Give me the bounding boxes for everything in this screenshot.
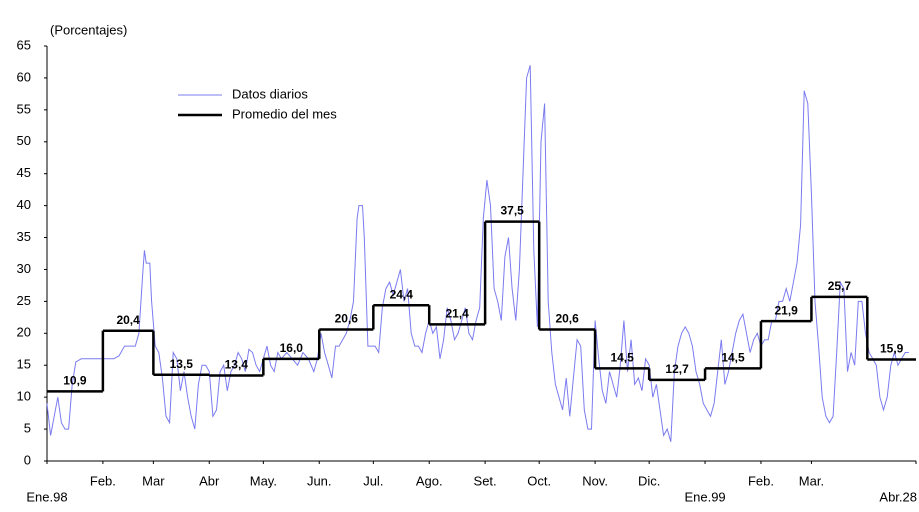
value-label: 14,5 bbox=[610, 351, 634, 365]
value-label: 20,6 bbox=[335, 312, 359, 326]
x-tick-label: Feb. bbox=[90, 473, 116, 488]
y-tick-label: 50 bbox=[17, 133, 31, 148]
y-tick-label: 55 bbox=[17, 101, 31, 116]
x-tick-label: Abr.28 bbox=[879, 489, 917, 504]
daily-line bbox=[46, 65, 909, 442]
y-tick-label: 45 bbox=[17, 165, 31, 180]
y-tick-label: 60 bbox=[17, 69, 31, 84]
x-tick-label: Feb. bbox=[748, 473, 774, 488]
value-label: 37,5 bbox=[500, 204, 524, 218]
value-label: 25,7 bbox=[828, 279, 852, 293]
value-label: 10,9 bbox=[63, 374, 87, 388]
x-tick-label: Ene.98 bbox=[26, 489, 67, 504]
y-tick-label: 65 bbox=[17, 37, 31, 52]
legend-label: Datos diarios bbox=[232, 86, 308, 101]
legend-label: Promedio del mes bbox=[232, 106, 337, 121]
x-tick-label: Jul. bbox=[363, 473, 383, 488]
y-tick-label: 0 bbox=[24, 452, 31, 467]
x-tick-label: Nov. bbox=[582, 473, 608, 488]
value-label: 20,4 bbox=[116, 313, 140, 327]
value-label: 24,4 bbox=[390, 287, 414, 301]
x-tick-label: Oct. bbox=[527, 473, 551, 488]
value-label: 14,5 bbox=[721, 351, 745, 365]
y-tick-label: 20 bbox=[17, 325, 31, 340]
value-label: 21,4 bbox=[445, 307, 469, 321]
value-label: 12,7 bbox=[665, 362, 689, 376]
value-label: 13,5 bbox=[170, 357, 194, 371]
chart-subtitle: (Porcentajes) bbox=[50, 22, 127, 37]
x-tick-label: Abr bbox=[199, 473, 220, 488]
x-tick-label: May. bbox=[250, 473, 277, 488]
x-tick-label: Mar. bbox=[799, 473, 824, 488]
y-tick-label: 5 bbox=[24, 421, 31, 436]
y-tick-label: 40 bbox=[17, 197, 31, 212]
value-label: 20,6 bbox=[555, 312, 579, 326]
x-tick-label: Dic. bbox=[638, 473, 660, 488]
y-tick-label: 30 bbox=[17, 261, 31, 276]
value-label: 15,9 bbox=[880, 342, 904, 356]
x-tick-label: Mar bbox=[142, 473, 165, 488]
x-tick-label: Ene.99 bbox=[684, 489, 725, 504]
y-tick-label: 25 bbox=[17, 293, 31, 308]
x-tick-label: Ago. bbox=[416, 473, 443, 488]
value-label: 21,9 bbox=[775, 303, 799, 317]
value-label: 16,0 bbox=[280, 341, 304, 355]
y-tick-label: 15 bbox=[17, 357, 31, 372]
y-tick-label: 35 bbox=[17, 229, 31, 244]
y-tick-label: 10 bbox=[17, 389, 31, 404]
x-tick-label: Jun. bbox=[307, 473, 332, 488]
x-tick-label: Set. bbox=[474, 473, 497, 488]
value-label: 13,4 bbox=[225, 358, 249, 372]
